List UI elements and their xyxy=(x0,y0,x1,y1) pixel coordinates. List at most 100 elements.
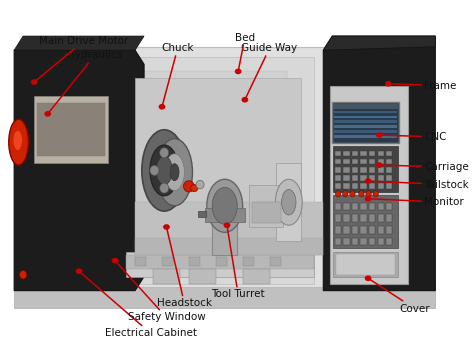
Polygon shape xyxy=(135,78,301,255)
Polygon shape xyxy=(126,255,314,269)
Polygon shape xyxy=(369,159,375,164)
Polygon shape xyxy=(135,71,287,206)
Polygon shape xyxy=(37,103,105,156)
Polygon shape xyxy=(377,183,384,189)
Polygon shape xyxy=(323,36,435,291)
Polygon shape xyxy=(369,183,375,189)
Polygon shape xyxy=(361,203,367,211)
Text: Monitor: Monitor xyxy=(368,197,464,207)
Polygon shape xyxy=(386,203,392,211)
Polygon shape xyxy=(334,111,397,114)
Ellipse shape xyxy=(191,185,198,192)
Polygon shape xyxy=(335,226,341,234)
Polygon shape xyxy=(369,175,375,181)
Polygon shape xyxy=(361,175,367,181)
Polygon shape xyxy=(276,163,301,241)
Polygon shape xyxy=(249,185,283,227)
Ellipse shape xyxy=(150,145,179,196)
Circle shape xyxy=(365,197,371,201)
Polygon shape xyxy=(352,159,358,164)
Polygon shape xyxy=(334,120,397,123)
Polygon shape xyxy=(333,195,398,248)
Text: Frame: Frame xyxy=(388,81,456,91)
Polygon shape xyxy=(153,269,180,284)
Polygon shape xyxy=(333,146,398,192)
Polygon shape xyxy=(352,183,358,189)
Polygon shape xyxy=(189,269,216,284)
Polygon shape xyxy=(18,47,431,287)
Ellipse shape xyxy=(150,165,159,175)
Polygon shape xyxy=(14,36,144,50)
Ellipse shape xyxy=(170,164,179,181)
Polygon shape xyxy=(377,237,384,245)
Ellipse shape xyxy=(350,191,355,197)
Ellipse shape xyxy=(142,130,187,211)
Polygon shape xyxy=(135,257,146,266)
Circle shape xyxy=(242,98,247,102)
Ellipse shape xyxy=(164,154,184,191)
Polygon shape xyxy=(335,175,341,181)
Text: CNC: CNC xyxy=(379,132,447,142)
Polygon shape xyxy=(386,226,392,234)
Text: Tool Turret: Tool Turret xyxy=(211,225,265,300)
Polygon shape xyxy=(377,151,384,156)
Text: Safety Window: Safety Window xyxy=(115,261,205,322)
Polygon shape xyxy=(344,151,350,156)
Circle shape xyxy=(365,179,371,183)
Polygon shape xyxy=(386,183,392,189)
Polygon shape xyxy=(336,254,395,275)
Polygon shape xyxy=(352,167,358,173)
Polygon shape xyxy=(369,151,375,156)
Polygon shape xyxy=(386,214,392,222)
Polygon shape xyxy=(369,167,375,173)
Polygon shape xyxy=(126,252,314,277)
Ellipse shape xyxy=(19,271,27,279)
Polygon shape xyxy=(243,257,254,266)
Polygon shape xyxy=(352,226,358,234)
Polygon shape xyxy=(352,151,358,156)
Polygon shape xyxy=(270,257,281,266)
Polygon shape xyxy=(352,237,358,245)
Circle shape xyxy=(377,133,382,137)
Ellipse shape xyxy=(282,190,296,215)
Polygon shape xyxy=(344,167,350,173)
Polygon shape xyxy=(344,159,350,164)
Text: Main Drive Motor: Main Drive Motor xyxy=(34,36,128,82)
Ellipse shape xyxy=(196,180,204,189)
Polygon shape xyxy=(126,57,314,284)
Polygon shape xyxy=(344,183,350,189)
Ellipse shape xyxy=(343,191,348,197)
Polygon shape xyxy=(135,237,323,255)
Polygon shape xyxy=(369,203,375,211)
Ellipse shape xyxy=(336,191,341,197)
Polygon shape xyxy=(369,237,375,245)
Polygon shape xyxy=(377,159,384,164)
Ellipse shape xyxy=(156,156,173,185)
Polygon shape xyxy=(377,203,384,211)
Ellipse shape xyxy=(212,187,237,224)
Polygon shape xyxy=(216,257,227,266)
Polygon shape xyxy=(361,167,367,173)
Polygon shape xyxy=(335,203,341,211)
Ellipse shape xyxy=(359,191,364,197)
Ellipse shape xyxy=(207,179,243,232)
Polygon shape xyxy=(333,252,398,277)
Polygon shape xyxy=(344,175,350,181)
Polygon shape xyxy=(333,104,398,109)
Polygon shape xyxy=(377,214,384,222)
Circle shape xyxy=(385,82,391,86)
Circle shape xyxy=(224,223,230,227)
Polygon shape xyxy=(344,226,350,234)
Polygon shape xyxy=(361,159,367,164)
Text: Chuck: Chuck xyxy=(162,43,194,107)
Polygon shape xyxy=(344,214,350,222)
Polygon shape xyxy=(135,202,323,255)
Polygon shape xyxy=(334,115,397,118)
Polygon shape xyxy=(330,86,409,284)
Ellipse shape xyxy=(366,191,371,197)
Circle shape xyxy=(236,69,241,73)
Polygon shape xyxy=(323,36,435,50)
Polygon shape xyxy=(361,237,367,245)
Ellipse shape xyxy=(275,179,302,225)
Polygon shape xyxy=(189,257,200,266)
